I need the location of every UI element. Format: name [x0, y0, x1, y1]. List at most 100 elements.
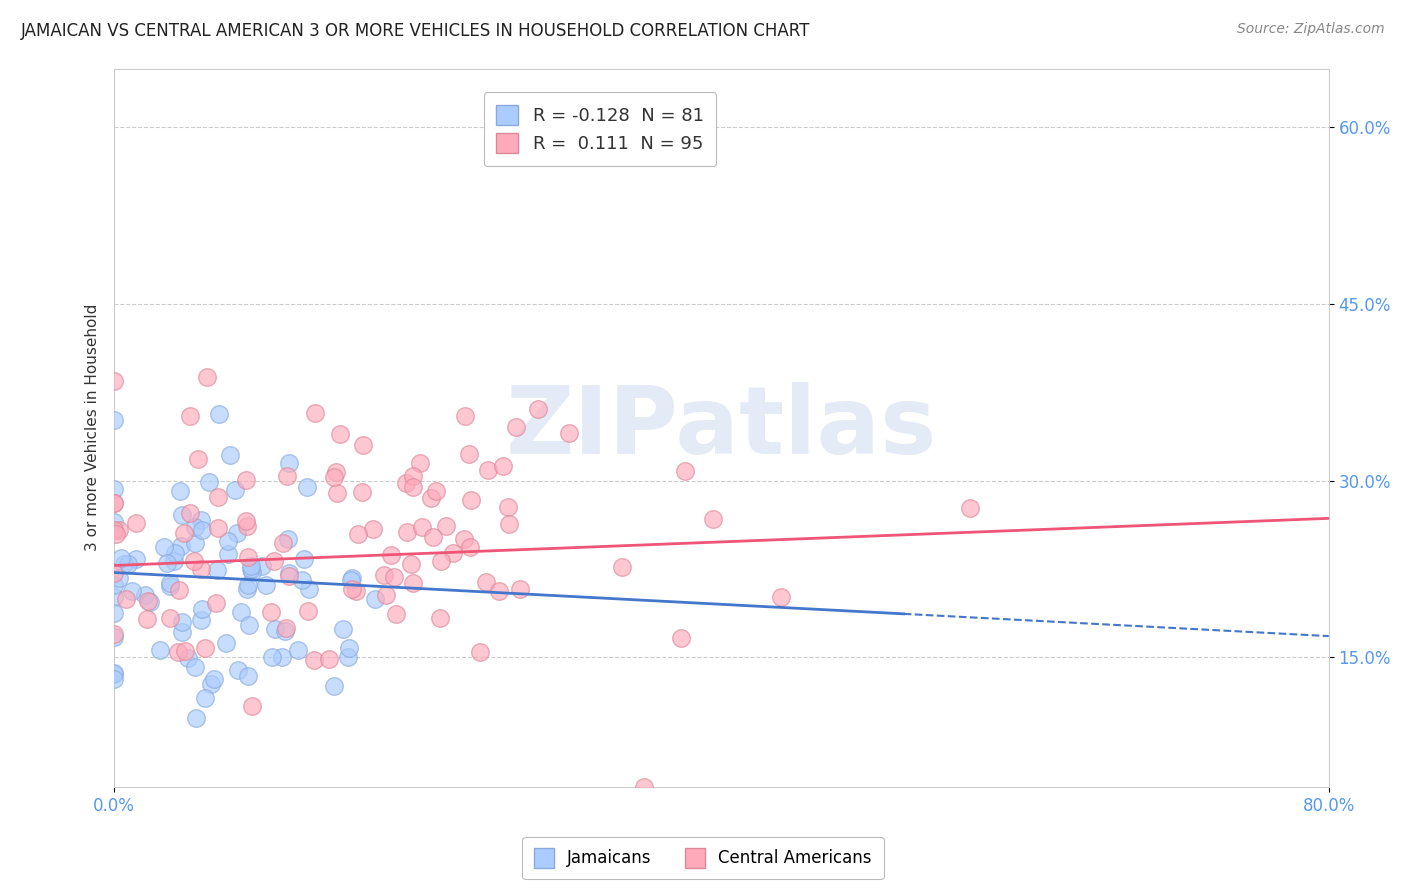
- Point: [702, 512, 724, 526]
- Point: [382, 570, 405, 584]
- Point: [198, 475, 221, 489]
- Point: [422, 530, 444, 544]
- Point: [458, 540, 481, 554]
- Point: [263, 622, 285, 636]
- Point: [117, 557, 139, 571]
- Point: [250, 559, 273, 574]
- Point: [184, 536, 207, 550]
- Point: [240, 565, 263, 579]
- Y-axis label: 3 or more Vehicles in Household: 3 or more Vehicles in Household: [86, 304, 100, 551]
- Point: [135, 612, 157, 626]
- Point: [318, 652, 340, 666]
- Point: [103, 627, 125, 641]
- Point: [235, 582, 257, 596]
- Point: [167, 583, 190, 598]
- Point: [769, 591, 792, 605]
- Point: [610, 560, 633, 574]
- Point: [375, 588, 398, 602]
- Point: [323, 469, 346, 483]
- Text: Source: ZipAtlas.com: Source: ZipAtlas.com: [1237, 22, 1385, 37]
- Point: [278, 566, 301, 580]
- Point: [278, 456, 301, 470]
- Point: [402, 576, 425, 591]
- Point: [204, 672, 226, 686]
- Point: [229, 605, 252, 619]
- Point: [174, 644, 197, 658]
- Point: [254, 578, 277, 592]
- Point: [224, 483, 246, 497]
- Point: [170, 615, 193, 629]
- Point: [409, 456, 432, 470]
- Point: [468, 645, 491, 659]
- Point: [329, 427, 352, 442]
- Point: [205, 596, 228, 610]
- Point: [235, 514, 257, 528]
- Point: [173, 526, 195, 541]
- Point: [236, 669, 259, 683]
- Point: [121, 583, 143, 598]
- Point: [103, 482, 125, 496]
- Point: [401, 469, 423, 483]
- Point: [304, 406, 326, 420]
- Point: [208, 407, 231, 421]
- Point: [215, 636, 238, 650]
- Point: [402, 480, 425, 494]
- Point: [107, 571, 129, 585]
- Point: [277, 533, 299, 547]
- Point: [380, 549, 402, 563]
- Point: [235, 473, 257, 487]
- Point: [190, 613, 212, 627]
- Point: [170, 508, 193, 522]
- Point: [239, 558, 262, 573]
- Point: [460, 493, 482, 508]
- Legend: R = -0.128  N = 81, R =  0.111  N = 95: R = -0.128 N = 81, R = 0.111 N = 95: [484, 92, 716, 166]
- Point: [373, 567, 395, 582]
- Point: [492, 458, 515, 473]
- Point: [125, 552, 148, 566]
- Point: [153, 541, 176, 555]
- Point: [217, 534, 239, 549]
- Point: [190, 562, 212, 576]
- Point: [297, 604, 319, 618]
- Point: [207, 521, 229, 535]
- Point: [103, 515, 125, 529]
- Point: [322, 679, 344, 693]
- Point: [103, 374, 125, 388]
- Point: [429, 611, 451, 625]
- Point: [477, 462, 499, 476]
- Point: [292, 552, 315, 566]
- Point: [453, 533, 475, 547]
- Point: [326, 485, 349, 500]
- Point: [425, 484, 447, 499]
- Point: [342, 571, 364, 585]
- Point: [183, 554, 205, 568]
- Point: [103, 523, 125, 537]
- Point: [298, 582, 321, 597]
- Point: [273, 624, 295, 638]
- Point: [103, 496, 125, 510]
- Point: [271, 536, 294, 550]
- Point: [240, 698, 263, 713]
- Text: JAMAICAN VS CENTRAL AMERICAN 3 OR MORE VEHICLES IN HOUSEHOLD CORRELATION CHART: JAMAICAN VS CENTRAL AMERICAN 3 OR MORE V…: [21, 22, 810, 40]
- Point: [287, 643, 309, 657]
- Point: [260, 649, 283, 664]
- Point: [352, 484, 374, 499]
- Point: [509, 582, 531, 597]
- Point: [170, 540, 193, 554]
- Point: [149, 642, 172, 657]
- Point: [107, 523, 129, 537]
- Point: [337, 641, 360, 656]
- Point: [170, 624, 193, 639]
- Point: [207, 563, 229, 577]
- Point: [364, 592, 387, 607]
- Point: [236, 549, 259, 564]
- Point: [190, 601, 212, 615]
- Point: [190, 513, 212, 527]
- Point: [112, 557, 135, 571]
- Point: [420, 491, 443, 506]
- Point: [139, 594, 162, 608]
- Point: [103, 673, 125, 687]
- Point: [200, 677, 222, 691]
- Point: [340, 574, 363, 588]
- Point: [384, 607, 406, 621]
